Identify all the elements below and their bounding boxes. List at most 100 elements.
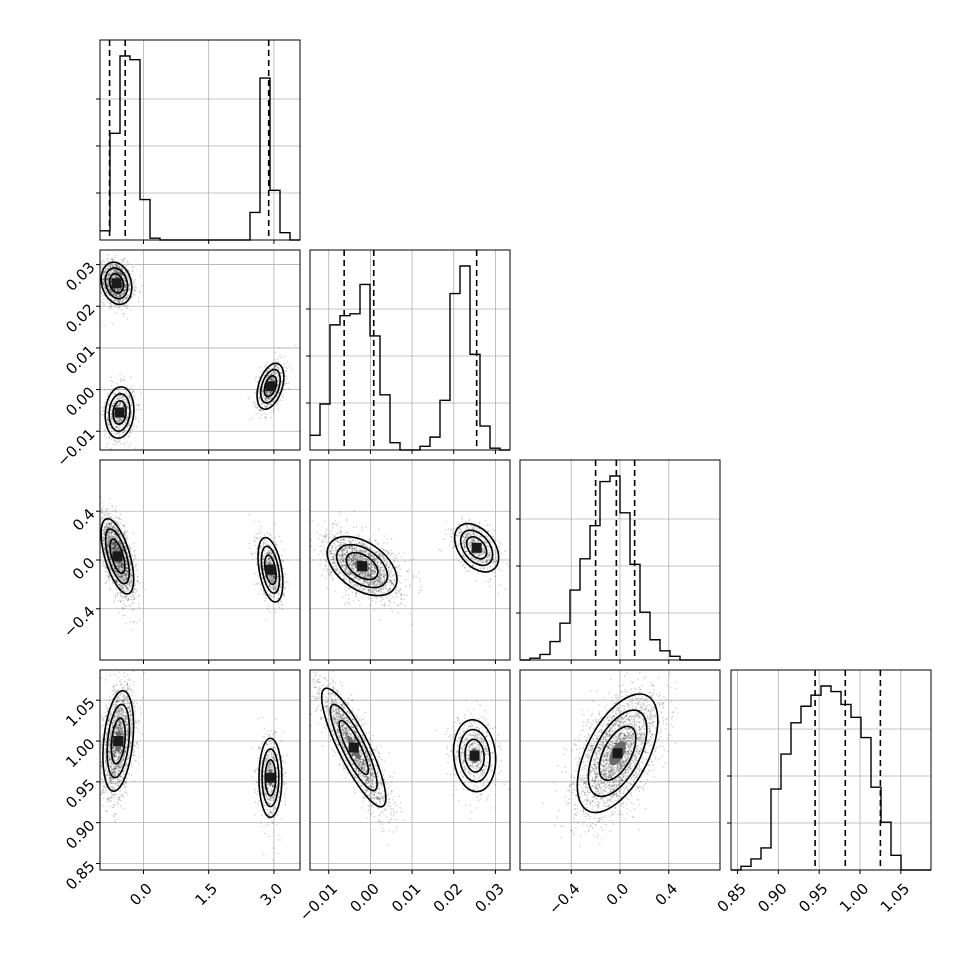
scatter-point [123,553,126,555]
scatter-point [111,265,113,268]
scatter-point [141,581,144,584]
scatter-point [113,257,116,259]
scatter-point [111,510,113,512]
scatter-point [281,380,284,383]
scatter-point [114,510,116,512]
scatter-point [108,402,111,405]
scatter-point [130,579,132,581]
scatter-point [107,578,109,580]
scatter-point [268,393,271,396]
scatter-point [273,409,275,412]
scatter-point [107,577,110,579]
scatter-point [264,600,266,602]
scatter-point [119,543,121,545]
scatter-point [120,258,123,261]
scatter-point [106,281,109,283]
scatter-point [260,409,262,412]
scatter-point [125,546,127,549]
scatter-point [117,290,119,292]
scatter-point [117,308,120,310]
scatter-point [125,285,127,288]
scatter-point [112,271,114,274]
scatter-point [100,262,103,264]
scatter-point [115,417,117,420]
scatter-point [106,281,109,283]
scatter-point [103,283,105,286]
scatter-point [106,523,108,525]
scatter-point [277,592,280,595]
scatter-point [119,568,121,570]
scatter-point [247,395,249,398]
scatter-point [121,284,123,287]
scatter-point [116,438,119,441]
scatter-point [127,599,130,601]
scatter-point [101,516,104,519]
scatter-point [107,275,109,277]
scatter-point [109,512,111,515]
scatter-point [109,527,112,529]
density-contour [100,261,133,306]
scatter-point [126,426,129,429]
scatter-point [95,279,97,281]
scatter-point [119,295,121,297]
scatter-point [120,601,122,603]
scatter-point [127,394,129,397]
scatter-point [284,370,286,372]
scatter-point [106,416,109,419]
scatter-point [118,441,120,443]
scatter-point [122,550,125,553]
scatter-point [109,535,112,538]
scatter-point [121,260,124,263]
scatter-point [114,425,117,428]
scatter-point [104,271,106,274]
scatter-point [116,581,119,583]
scatter-point [127,411,129,414]
scatter-point [111,405,113,407]
scatter-point [115,270,118,273]
scatter-point [107,548,109,550]
scatter-point [98,551,100,553]
scatter-point [268,391,271,394]
scatter-point [124,282,126,284]
scatter-point [112,540,114,542]
scatter-point [105,266,108,269]
scatter-point [113,600,116,603]
scatter-point [113,292,115,295]
scatter-point [108,436,111,438]
scatter-point [277,400,279,403]
scatter-point [253,583,256,586]
scatter-point [119,402,121,405]
scatter-point [270,377,272,380]
scatter-point [132,281,135,284]
scatter-point [129,431,132,434]
scatter-point [114,579,116,581]
scatter-point [93,536,95,538]
scatter-point [121,565,124,567]
scatter-point [110,264,112,266]
scatter-point [268,374,271,377]
scatter-point [121,563,123,566]
scatter-point [117,402,119,405]
scatter-point [125,265,127,268]
scatter-point [103,410,105,412]
scatter-point [114,277,116,279]
scatter-point [96,288,98,290]
scatter-point [123,286,126,288]
scatter-point [105,267,107,270]
scatter-point [124,279,126,282]
scatter-point [115,275,117,278]
scatter-point [268,391,270,394]
scatter-point [115,580,117,582]
scatter-point [122,567,125,569]
scatter-point [121,566,123,568]
scatter-point [132,542,135,545]
scatter-point [277,404,279,406]
scatter-point [270,411,272,414]
scatter-point [119,419,122,422]
scatter-point [106,285,109,287]
scatter-point [122,404,124,407]
scatter-point [107,521,110,523]
scatter-point [103,512,105,515]
scatter-point [268,374,270,377]
scatter-point [120,594,122,597]
